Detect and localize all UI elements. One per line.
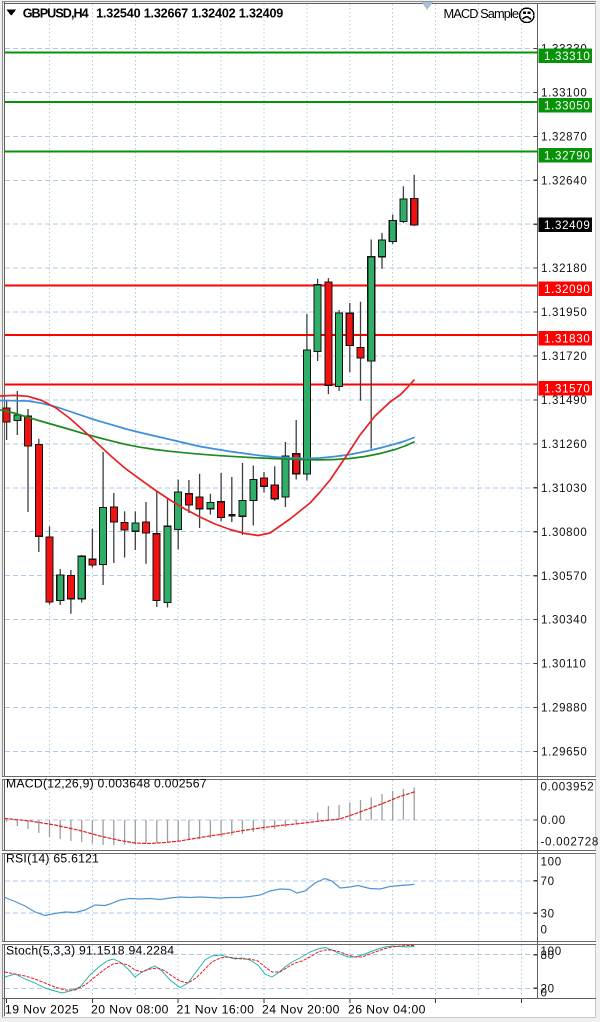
svg-text:RSI(14) 65.6121: RSI(14) 65.6121 [6, 851, 99, 865]
svg-text:1.33310: 1.33310 [544, 51, 590, 63]
svg-text:100: 100 [541, 856, 562, 869]
svg-text:Stoch(5,3,3) 91.1518 94.2284: Stoch(5,3,3) 91.1518 94.2284 [6, 944, 174, 958]
svg-text:1.32402: 1.32402 [191, 7, 236, 21]
svg-text:26 Nov 04:00: 26 Nov 04:00 [348, 1003, 426, 1017]
svg-text:0.003952: 0.003952 [541, 780, 595, 793]
svg-text:1.32180: 1.32180 [541, 263, 587, 275]
svg-text:1.30340: 1.30340 [541, 615, 587, 627]
svg-text:1.31570: 1.31570 [544, 383, 590, 395]
svg-text:1.31260: 1.31260 [541, 439, 587, 451]
svg-text:1.31720: 1.31720 [541, 351, 587, 363]
svg-text:0: 0 [541, 986, 548, 999]
svg-text:1.30570: 1.30570 [541, 571, 587, 583]
svg-text:1.32790: 1.32790 [544, 150, 590, 162]
svg-text:1.29880: 1.29880 [541, 703, 587, 715]
svg-text:1.32870: 1.32870 [541, 132, 587, 144]
svg-text:20: 20 [541, 982, 555, 995]
svg-text:1.32540: 1.32540 [96, 7, 141, 21]
svg-text:70: 70 [541, 875, 555, 888]
svg-text:1.32409: 1.32409 [239, 7, 283, 21]
svg-text:30: 30 [541, 907, 555, 920]
svg-text:0: 0 [541, 924, 548, 937]
svg-text:MACD Sample: MACD Sample [444, 6, 520, 21]
svg-text:80: 80 [541, 949, 555, 962]
svg-text:-0.002728: -0.002728 [541, 835, 600, 848]
svg-text:1.31950: 1.31950 [541, 307, 587, 319]
svg-text:21 Nov 16:00: 21 Nov 16:00 [177, 1003, 255, 1017]
svg-text:1.29650: 1.29650 [541, 747, 587, 759]
svg-text:1.32667: 1.32667 [144, 7, 189, 21]
svg-text:1.30800: 1.30800 [541, 527, 587, 539]
svg-text:1.32409: 1.32409 [544, 220, 590, 232]
svg-text:MACD(12,26,9) 0.003648 0.00256: MACD(12,26,9) 0.003648 0.002567 [6, 776, 207, 790]
svg-text:1.33050: 1.33050 [544, 101, 590, 113]
svg-text:GBPUSD,H4: GBPUSD,H4 [23, 7, 89, 21]
svg-text:100: 100 [541, 945, 562, 958]
svg-text:1.31030: 1.31030 [541, 483, 587, 495]
svg-text:1.32090: 1.32090 [544, 284, 590, 296]
svg-text:1.31830: 1.31830 [544, 334, 590, 346]
svg-text:1.33100: 1.33100 [541, 88, 587, 100]
svg-text:24 Nov 20:00: 24 Nov 20:00 [262, 1003, 340, 1017]
svg-text:1.32640: 1.32640 [541, 175, 587, 187]
svg-text:19 Nov 2025: 19 Nov 2025 [5, 1003, 79, 1017]
svg-text:20 Nov 08:00: 20 Nov 08:00 [91, 1003, 169, 1017]
svg-text:0.00: 0.00 [541, 814, 566, 827]
svg-text:1.30110: 1.30110 [541, 659, 587, 671]
svg-text:1.31490: 1.31490 [541, 395, 587, 407]
